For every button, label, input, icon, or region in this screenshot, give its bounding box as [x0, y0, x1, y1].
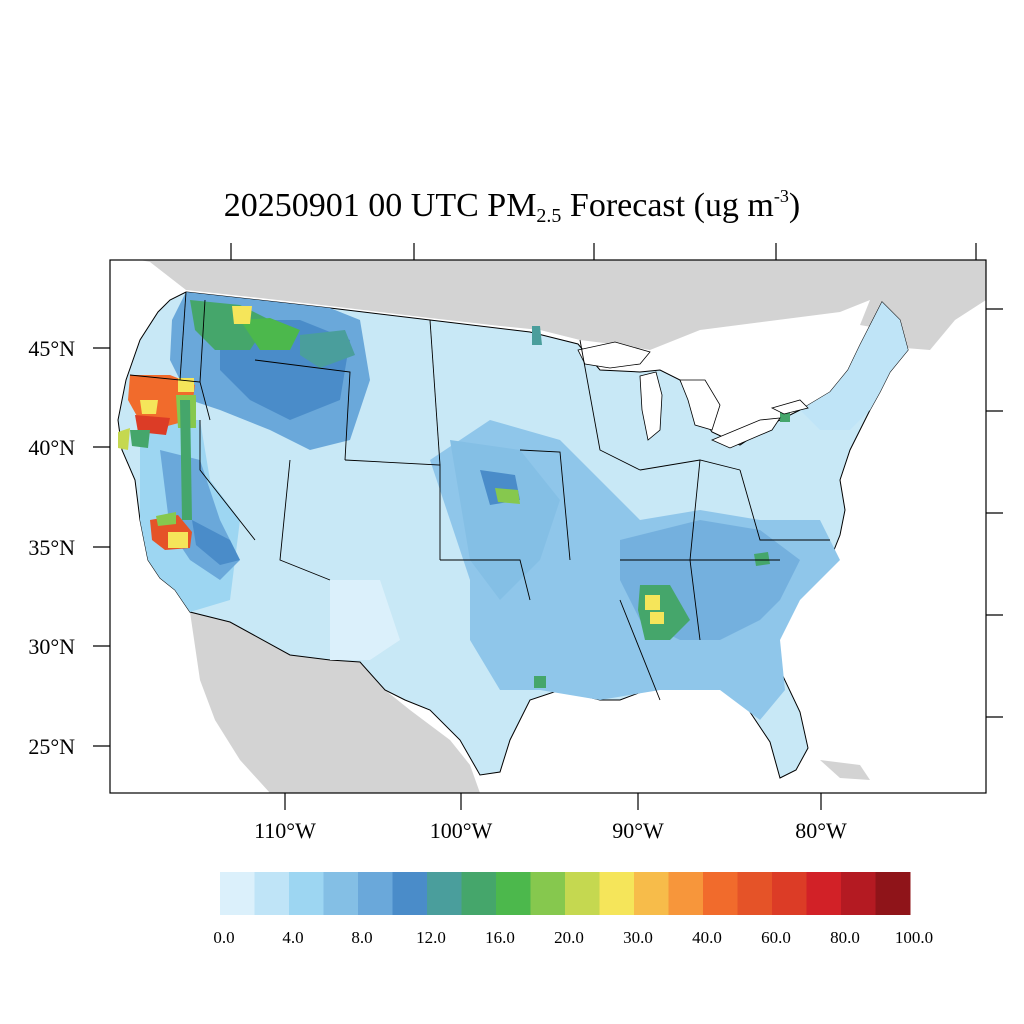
colorbar-label: 12.0 [416, 928, 446, 947]
colorbar-swatch [496, 872, 531, 915]
lon-label-110: 110°W [254, 818, 316, 843]
title-text: 20250901 00 UTC PM [223, 187, 537, 224]
region-southwest [330, 580, 400, 660]
lat-label-25: 25°N [28, 734, 75, 759]
nv-strip [180, 400, 192, 520]
colorbar-label: 60.0 [761, 928, 791, 947]
region-idaho-green [240, 318, 300, 350]
lake-huron [679, 379, 721, 431]
region-yellow-nw [232, 306, 252, 324]
colorbar-swatch [703, 872, 738, 915]
colorbar-label: 100.0 [895, 928, 933, 947]
fire-oregon-yellow [140, 400, 158, 414]
colorbar-swatch [427, 872, 462, 915]
bottom-ticks [284, 793, 822, 810]
lat-label-35: 35°N [28, 535, 75, 560]
colorbar-label: 40.0 [692, 928, 722, 947]
caribbean-land [820, 760, 870, 780]
colorbar-swatch [392, 872, 428, 915]
colorbar-label: 8.0 [351, 928, 372, 947]
lat-label-30: 30°N [28, 634, 75, 659]
lat-label-45: 45°N [28, 336, 75, 361]
map-title: 20250901 00 UTC PM2.5 Forecast (ug m-3) [0, 186, 1024, 228]
colorbar-label: 30.0 [623, 928, 653, 947]
colorbar-labels: 0.0 4.0 8.0 12.0 16.0 20.0 30.0 40.0 60.0 80.0 100… [213, 928, 933, 947]
colorbar-swatch [875, 872, 911, 915]
colorbar-swatch [737, 872, 773, 915]
colorbar-label: 20.0 [554, 928, 584, 947]
lon-label-100: 100°W [430, 818, 493, 843]
colorbar-swatch [668, 872, 704, 915]
title-close: ) [788, 187, 801, 224]
colorbar-swatch [220, 872, 255, 915]
green-nca [118, 428, 130, 450]
lat-label-40: 40°N [28, 435, 75, 460]
region-northeast [800, 302, 908, 430]
colorbar-label: 4.0 [282, 928, 303, 947]
mexico-land [190, 612, 480, 793]
right-ticks [986, 308, 1003, 718]
region-montana-green [300, 330, 355, 368]
colorbar-swatch [461, 872, 497, 915]
green-nca2 [130, 430, 150, 448]
lake-ontario [770, 399, 809, 415]
great-lakes [575, 350, 800, 440]
la-green [534, 676, 546, 688]
ms-hotspot-yellow2 [650, 612, 664, 624]
ny-green [780, 412, 790, 422]
lon-label-80: 80°W [795, 818, 847, 843]
colorbar-swatch [530, 872, 566, 915]
title-subscript: 2.5 [536, 205, 562, 227]
fire-yellow-2 [178, 378, 194, 392]
title-superscript: -3 [773, 186, 789, 206]
colorbar-swatch [841, 872, 876, 915]
lake-erie [710, 417, 781, 449]
colorbar-swatch [254, 872, 290, 915]
nv-blue [192, 520, 240, 565]
colorbar-swatch [772, 872, 807, 915]
colorbar-swatch [634, 872, 669, 915]
colorbar-label: 0.0 [213, 928, 234, 947]
canada-land [140, 260, 986, 350]
lake-michigan [639, 371, 663, 441]
left-ticks [93, 347, 110, 747]
colorbar-swatch [323, 872, 359, 915]
colorbar-swatch [806, 872, 842, 915]
colorbar [220, 872, 911, 915]
ms-hotspot-yellow [645, 595, 660, 610]
map-frame [109, 259, 987, 794]
colorbar-swatch [358, 872, 393, 915]
map-area [110, 260, 986, 793]
top-ticks [230, 243, 977, 260]
fire-sierra-green [156, 512, 176, 526]
colorbar-swatch [289, 872, 324, 915]
ks-hotspot-green [495, 488, 520, 504]
fire-sierra-yellow [168, 532, 188, 548]
mn-teal [532, 326, 542, 345]
nc-green [754, 552, 770, 566]
colorbar-swatch [599, 872, 635, 915]
title-units: Forecast (ug m [561, 187, 774, 224]
colorbar-swatch [565, 872, 600, 915]
lon-label-90: 90°W [612, 818, 664, 843]
lake-superior [577, 341, 651, 369]
colorbar-label: 16.0 [485, 928, 515, 947]
state-borders [129, 291, 830, 701]
colorbar-label: 80.0 [830, 928, 860, 947]
